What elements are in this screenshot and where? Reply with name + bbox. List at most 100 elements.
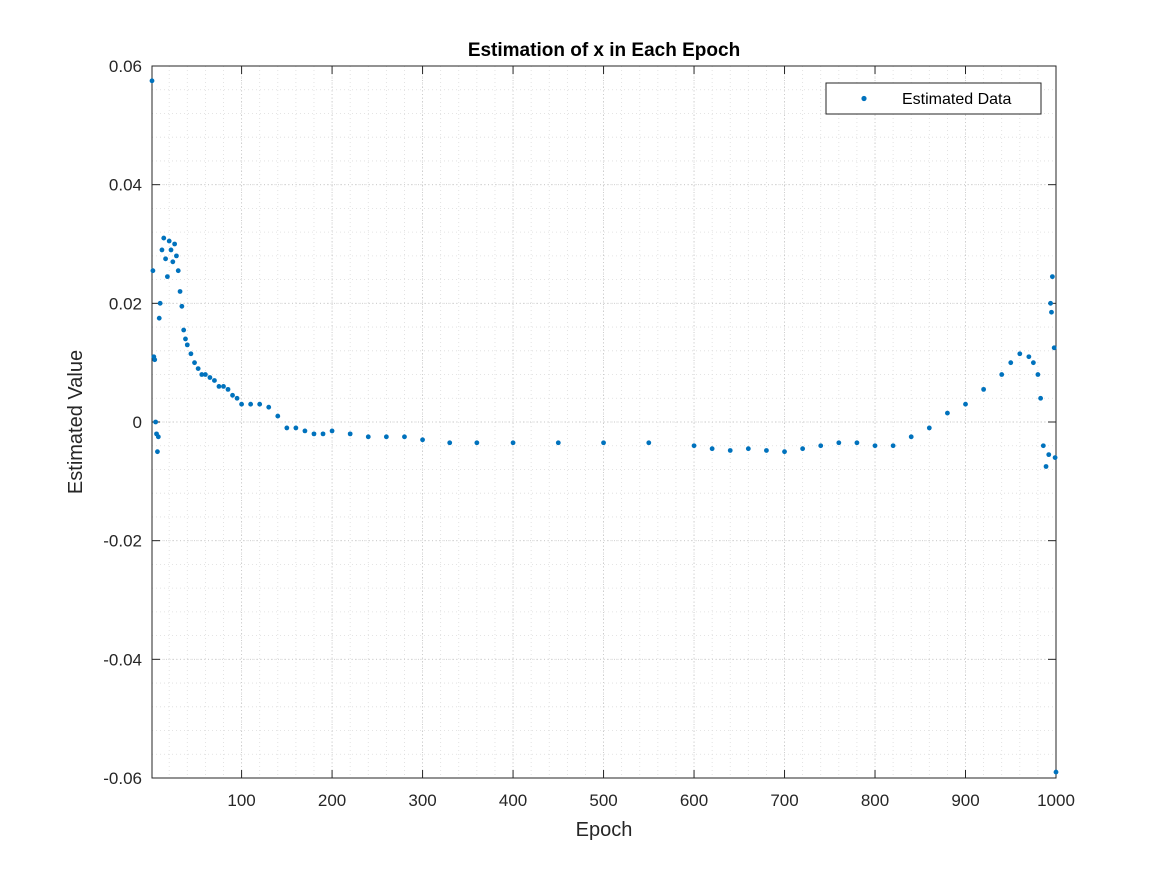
- data-point: [1040, 443, 1046, 449]
- data-point: [179, 303, 185, 309]
- data-point: [908, 434, 914, 440]
- data-point: [1026, 354, 1032, 360]
- data-point: [293, 425, 299, 431]
- data-point: [1052, 455, 1058, 460]
- data-point: [1046, 452, 1052, 458]
- data-point: [782, 449, 787, 455]
- data-point: [1017, 351, 1023, 357]
- data-point: [999, 372, 1005, 377]
- legend-marker: [861, 95, 867, 102]
- data-point: [202, 372, 208, 377]
- x-tick-label: 200: [318, 791, 346, 810]
- data-point: [207, 375, 213, 380]
- data-point: [234, 395, 240, 401]
- x-tick-label: 400: [499, 791, 527, 810]
- x-tick-label: 700: [770, 791, 798, 810]
- data-point: [225, 386, 231, 392]
- data-point: [474, 440, 480, 446]
- x-tick-label: 1000: [1037, 791, 1075, 810]
- data-point: [347, 431, 353, 437]
- data-point: [192, 360, 197, 366]
- data-point: [168, 247, 174, 253]
- data-point: [555, 440, 561, 446]
- data-point: [177, 289, 183, 294]
- data-point: [156, 315, 162, 321]
- data-point: [836, 440, 842, 446]
- data-point: [302, 428, 308, 434]
- ticks: 100 200 300 400 500 600 700 800 900 1000 -0.06 -0.0…: [103, 57, 1075, 810]
- data-point: [727, 448, 733, 453]
- data-point: [1035, 372, 1041, 377]
- data-point: [150, 268, 156, 274]
- data-point: [248, 401, 254, 407]
- y-tick-label: 0.06: [109, 57, 142, 76]
- data-point: [818, 443, 824, 449]
- data-point: [257, 401, 263, 407]
- data-point: [159, 247, 165, 253]
- x-tick-label: 500: [589, 791, 617, 810]
- data-point: [161, 235, 167, 241]
- data-point: [195, 366, 201, 371]
- y-tick-label: 0.04: [109, 176, 142, 195]
- data-point: [166, 238, 172, 244]
- data-point: [854, 440, 860, 446]
- data-point: [212, 378, 217, 383]
- x-axis-label: Epoch: [576, 819, 633, 841]
- data-point: [199, 372, 205, 377]
- data-point: [510, 440, 516, 446]
- data-point: [170, 259, 176, 265]
- data-point: [230, 392, 235, 398]
- chart-title: Estimation of x in Each Epoch: [468, 40, 740, 61]
- x-tick-label: 600: [680, 791, 708, 810]
- data-point: [149, 78, 155, 84]
- data-point: [320, 431, 326, 437]
- data-point: [402, 434, 407, 440]
- data-point: [183, 336, 188, 342]
- data-point: [1049, 309, 1054, 315]
- data-point: [157, 300, 163, 306]
- data-point: [601, 440, 606, 446]
- data-point: [275, 413, 281, 419]
- data-point: [1048, 300, 1053, 306]
- data-point: [175, 268, 181, 274]
- data-point: [1053, 769, 1059, 775]
- data-point: [945, 410, 950, 416]
- data-point: [172, 241, 178, 247]
- grid: [152, 65, 1057, 779]
- x-tick-label: 100: [227, 791, 255, 810]
- data-point: [365, 434, 371, 440]
- data-point: [646, 440, 652, 446]
- data-point: [764, 448, 769, 453]
- data-point: [329, 428, 335, 434]
- data-point: [164, 274, 170, 280]
- data-point: [284, 425, 290, 431]
- data-point: [184, 342, 190, 348]
- data-point: [691, 443, 697, 449]
- data-points: [149, 78, 1059, 775]
- data-point: [963, 401, 968, 407]
- legend-label: Estimated Data: [902, 91, 1011, 108]
- data-point: [1038, 395, 1044, 401]
- y-tick-label: 0: [133, 413, 142, 432]
- data-point: [981, 386, 987, 392]
- data-point: [383, 434, 389, 440]
- x-tick-label: 300: [408, 791, 436, 810]
- data-point: [745, 446, 751, 452]
- data-point: [311, 431, 317, 437]
- data-point: [926, 425, 932, 431]
- legend: Estimated Data: [825, 82, 1042, 115]
- data-point: [155, 434, 161, 440]
- data-point: [221, 384, 226, 389]
- data-point: [153, 419, 159, 425]
- data-point: [216, 384, 222, 389]
- data-point: [1051, 345, 1057, 351]
- data-point: [152, 357, 158, 363]
- data-point: [181, 327, 187, 333]
- data-point: [188, 351, 194, 357]
- data-point: [1008, 360, 1014, 366]
- data-point: [890, 443, 896, 449]
- data-point: [239, 401, 244, 407]
